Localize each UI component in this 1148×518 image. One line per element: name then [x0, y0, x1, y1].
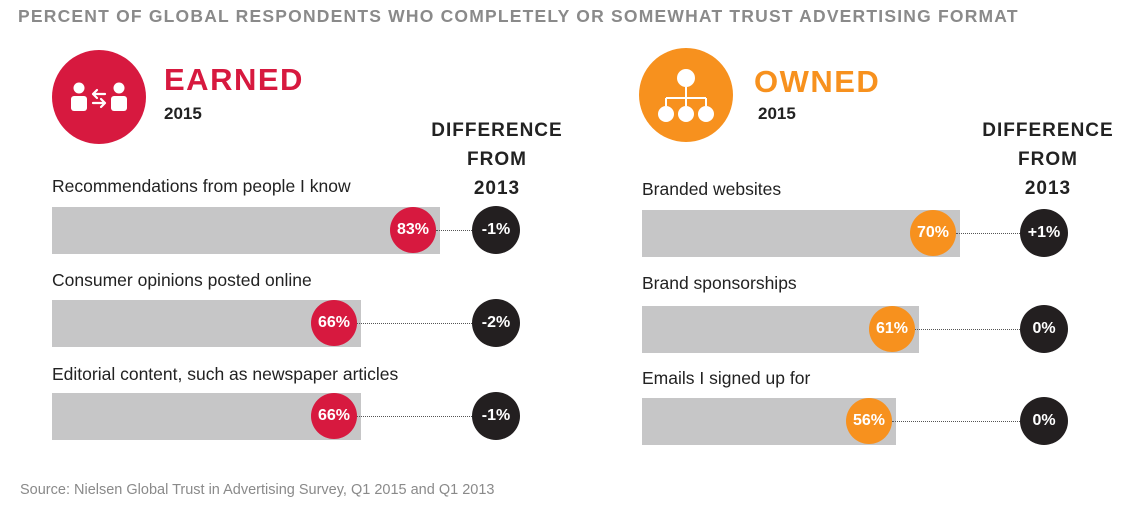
- leader-line: [892, 421, 1020, 422]
- leader-line: [915, 329, 1020, 330]
- org-chart-icon: [639, 48, 733, 142]
- earned-title: EARNED: [164, 62, 304, 97]
- earned-diff-header: DIFFERENCE FROM 2013: [417, 116, 577, 203]
- earned-year: 2015: [164, 104, 202, 123]
- leader-line: [357, 323, 472, 324]
- bar-category-label: Consumer opinions posted online: [52, 270, 312, 290]
- source-note: Source: Nielsen Global Trust in Advertis…: [20, 482, 495, 498]
- bar: [52, 393, 361, 440]
- diff-header-line: 2013: [473, 178, 521, 199]
- leader-line: [357, 416, 472, 417]
- bar-value-label: 66%: [311, 393, 357, 439]
- people-exchange-icon-graphic: [71, 82, 127, 111]
- diff-header-line: DIFFERENCE: [982, 120, 1114, 141]
- earned-panel: EARNED 2015 DIFFERENCE FROM 2013 Recomme…: [52, 50, 577, 440]
- diff-header-line: FROM: [467, 149, 527, 170]
- bar-category-label: Recommendations from people I know: [52, 176, 351, 196]
- diff-header-line: FROM: [1018, 149, 1078, 170]
- people-exchange-icon: [52, 50, 146, 144]
- difference-label: +1%: [1020, 209, 1068, 257]
- bar-category-label: Emails I signed up for: [642, 368, 811, 388]
- bar-value-label: 66%: [311, 300, 357, 346]
- owned-title: OWNED: [754, 64, 881, 99]
- difference-label: -1%: [472, 206, 520, 254]
- difference-label: -1%: [472, 392, 520, 440]
- diff-header-line: DIFFERENCE: [431, 120, 563, 141]
- bar-category-label: Branded websites: [642, 179, 782, 199]
- chart-title: PERCENT OF GLOBAL RESPONDENTS WHO COMPLE…: [18, 6, 1019, 26]
- org-chart-icon-graphic: [658, 69, 714, 122]
- leader-line: [956, 233, 1020, 234]
- bar-value-label: 61%: [869, 306, 915, 352]
- difference-label: 0%: [1020, 305, 1068, 353]
- bar: [52, 207, 440, 254]
- bar-value-label: 83%: [390, 207, 436, 253]
- owned-diff-header: DIFFERENCE FROM 2013: [968, 116, 1128, 203]
- difference-label: 0%: [1020, 397, 1068, 445]
- diff-header-line: 2013: [1024, 178, 1072, 199]
- bar: [642, 210, 960, 257]
- owned-year: 2015: [758, 104, 796, 123]
- difference-label: -2%: [472, 299, 520, 347]
- bar-value-label: 70%: [910, 210, 956, 256]
- bar-value-label: 56%: [846, 398, 892, 444]
- bar-category-label: Brand sponsorships: [642, 273, 797, 293]
- leader-line: [436, 230, 472, 231]
- owned-panel: OWNED 2015 DIFFERENCE FROM 2013 Branded …: [574, 0, 1148, 518]
- bar-category-label: Editorial content, such as newspaper art…: [52, 364, 399, 384]
- bar: [52, 300, 361, 347]
